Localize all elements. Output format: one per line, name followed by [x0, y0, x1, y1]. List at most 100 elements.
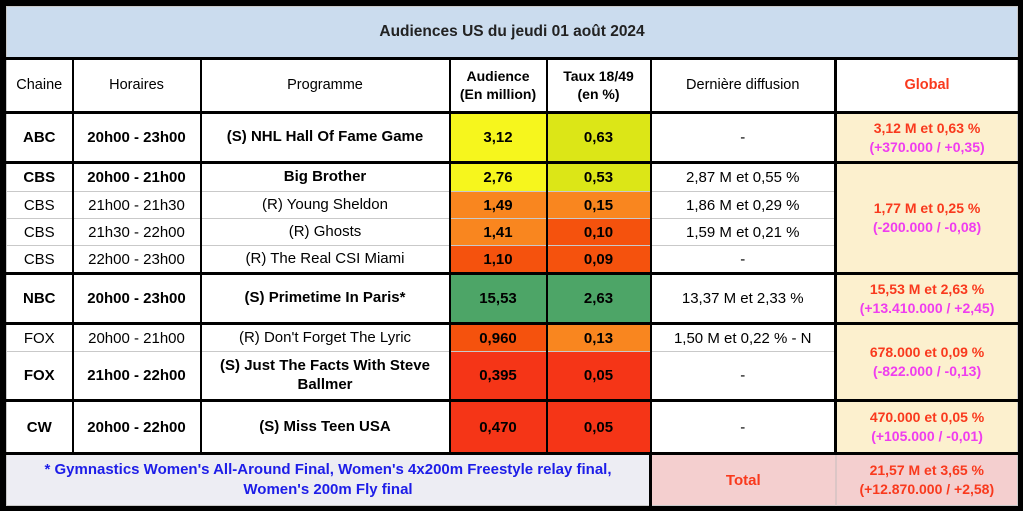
- audience-cell: 0,960: [448, 323, 547, 352]
- rating-cell: 0,05: [545, 400, 651, 455]
- time-cell: 22h00 - 23h00: [71, 245, 201, 275]
- rating-cell: 0,05: [545, 351, 651, 402]
- channel-cell: FOX: [6, 323, 73, 352]
- program-cell: (S) Primetime In Paris*: [199, 273, 450, 325]
- rating-cell: 0,53: [545, 162, 651, 192]
- page-title: Audiences US du jeudi 01 août 2024: [5, 6, 1019, 60]
- global-cell: 15,53 M et 2,63 % (+13.410.000 / +2,45): [833, 273, 1019, 325]
- rating-cell: 0,63: [545, 112, 651, 164]
- col-header-programme: Programme: [199, 58, 450, 114]
- last-broadcast-cell: 13,37 M et 2,33 %: [649, 273, 836, 325]
- last-broadcast-cell: 2,87 M et 0,55 %: [649, 162, 836, 192]
- col-header-derniere-diffusion: Dernière diffusion: [649, 58, 836, 114]
- program-cell: (R) Young Sheldon: [199, 191, 450, 219]
- header-row: Chaine Horaires Programme Audience (En m…: [6, 58, 1019, 114]
- global-delta-value: (-200.000 / -0,08): [872, 219, 982, 235]
- channel-cell: CBS: [6, 245, 73, 275]
- audience-cell: 1,10: [448, 245, 547, 275]
- program-cell: (S) Miss Teen USA: [199, 400, 450, 455]
- last-broadcast-cell: 1,59 M et 0,21 %: [649, 218, 836, 246]
- table-row-cbs-1: CBS 20h00 - 21h00 Big Brother 2,76 0,53 …: [6, 162, 1019, 275]
- program-cell: (R) The Real CSI Miami: [199, 245, 450, 275]
- channel-cell: CW: [6, 400, 73, 455]
- audience-cell: 3,12: [448, 112, 547, 164]
- last-broadcast-cell: -: [649, 400, 836, 455]
- program-cell: (R) Don't Forget The Lyric: [199, 323, 450, 352]
- table-row-abc: ABC 20h00 - 23h00 (S) NHL Hall Of Fame G…: [6, 112, 1019, 164]
- last-broadcast-cell: -: [649, 351, 836, 402]
- global-delta-value: (+105.000 / -0,01): [871, 428, 983, 444]
- time-cell: 20h00 - 22h00: [71, 400, 201, 455]
- time-cell: 20h00 - 21h00: [71, 162, 201, 192]
- total-value: 21,57 M et 3,65 % (+12.870.000 / +2,58): [834, 453, 1019, 506]
- global-main-value: 3,12 M et 0,63 %: [873, 119, 981, 136]
- table-row-cw: CW 20h00 - 22h00 (S) Miss Teen USA 0,470…: [6, 400, 1019, 455]
- channel-cell: NBC: [6, 273, 73, 325]
- global-delta-value: (+13.410.000 / +2,45): [859, 299, 995, 316]
- time-cell: 21h00 - 22h00: [71, 351, 201, 402]
- program-cell: (S) Just The Facts With Steve Ballmer: [199, 351, 450, 402]
- col-header-taux: Taux 18/49 (en %): [545, 58, 651, 114]
- title-row: Audiences US du jeudi 01 août 2024: [5, 6, 1019, 60]
- channel-cell: CBS: [6, 218, 73, 246]
- col-header-taux-line2: (en %): [577, 85, 620, 102]
- program-cell: (S) NHL Hall Of Fame Game: [199, 112, 450, 164]
- col-header-audience-line1: Audience: [466, 68, 530, 84]
- table-row-cbs-2: CBS 21h00 - 21h30 (R) Young Sheldon 1,49…: [6, 191, 1018, 219]
- table-row-cbs-3: CBS 21h30 - 22h00 (R) Ghosts 1,41 0,10 1…: [6, 218, 1018, 246]
- col-header-horaires: Horaires: [71, 58, 201, 114]
- footnote: * Gymnastics Women's All-Around Final, W…: [6, 453, 651, 506]
- global-cell: 678.000 et 0,09 % (-822.000 / -0,13): [833, 323, 1019, 402]
- global-main-value: 1,77 M et 0,25 %: [873, 200, 981, 217]
- time-cell: 20h00 - 23h00: [71, 273, 201, 325]
- audience-cell: 1,49: [448, 191, 547, 219]
- total-delta-value: (+12.870.000 / +2,58): [859, 481, 995, 497]
- col-header-global: Global: [833, 58, 1019, 114]
- channel-cell: FOX: [6, 351, 73, 402]
- channel-cell: ABC: [6, 112, 73, 164]
- last-broadcast-cell: -: [649, 245, 836, 275]
- global-cell: 470.000 et 0,05 % (+105.000 / -0,01): [833, 400, 1019, 455]
- global-main-value: 678.000 et 0,09 %: [869, 344, 985, 361]
- program-cell: Big Brother: [199, 162, 450, 192]
- time-cell: 21h00 - 21h30: [71, 191, 201, 219]
- last-broadcast-cell: -: [649, 112, 836, 164]
- audience-table: Audiences US du jeudi 01 août 2024 Chain…: [5, 6, 1019, 506]
- last-broadcast-cell: 1,50 M et 0,22 % - N: [649, 323, 836, 352]
- global-delta-value: (-822.000 / -0,13): [872, 363, 982, 379]
- rating-cell: 0,10: [545, 218, 651, 246]
- table-row-fox-2: FOX 21h00 - 22h00 (S) Just The Facts Wit…: [6, 351, 1018, 402]
- last-broadcast-cell: 1,86 M et 0,29 %: [649, 191, 836, 219]
- program-cell: (R) Ghosts: [199, 218, 450, 246]
- global-cell: 3,12 M et 0,63 % (+370.000 / +0,35): [833, 112, 1019, 164]
- audience-cell: 2,76: [448, 162, 547, 192]
- time-cell: 20h00 - 23h00: [71, 112, 201, 164]
- audience-cell: 1,41: [448, 218, 547, 246]
- total-main-value: 21,57 M et 3,65 %: [869, 462, 984, 479]
- global-cell: 1,77 M et 0,25 % (-200.000 / -0,08): [833, 162, 1019, 275]
- col-header-taux-line1: Taux 18/49: [563, 68, 634, 84]
- rating-cell: 0,09: [545, 245, 651, 275]
- time-cell: 21h30 - 22h00: [71, 218, 201, 246]
- audience-cell: 15,53: [448, 273, 547, 325]
- channel-cell: CBS: [6, 162, 73, 192]
- global-main-value: 15,53 M et 2,63 %: [869, 280, 985, 297]
- total-label: Total: [649, 453, 836, 506]
- audience-cell: 0,395: [448, 351, 547, 402]
- table-row-cbs-4: CBS 22h00 - 23h00 (R) The Real CSI Miami…: [6, 245, 1018, 275]
- table-row-fox-1: FOX 20h00 - 21h00 (R) Don't Forget The L…: [6, 323, 1019, 402]
- time-cell: 20h00 - 21h00: [71, 323, 201, 352]
- channel-cell: CBS: [6, 191, 73, 219]
- global-main-value: 470.000 et 0,05 %: [869, 409, 985, 426]
- rating-cell: 0,15: [545, 191, 651, 219]
- global-delta-value: (+370.000 / +0,35): [869, 138, 985, 155]
- table-row-nbc: NBC 20h00 - 23h00 (S) Primetime In Paris…: [6, 273, 1019, 325]
- footer-row: * Gymnastics Women's All-Around Final, W…: [6, 453, 1019, 506]
- rating-cell: 2,63: [545, 273, 651, 325]
- col-header-chaine: Chaine: [6, 58, 73, 114]
- audience-cell: 0,470: [448, 400, 547, 455]
- col-header-audience: Audience (En million): [448, 58, 547, 114]
- col-header-audience-line2: (En million): [459, 85, 537, 102]
- rating-cell: 0,13: [545, 323, 651, 352]
